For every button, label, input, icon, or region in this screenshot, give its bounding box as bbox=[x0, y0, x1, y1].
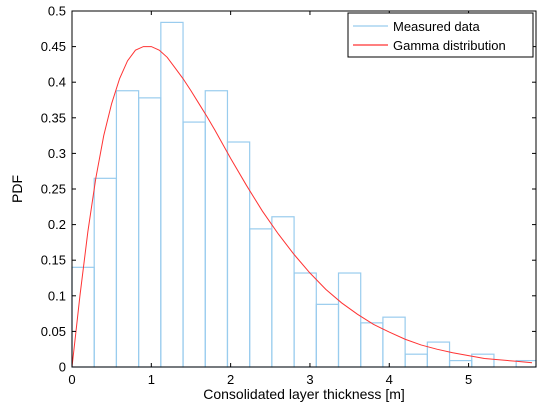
legend: Measured data Gamma distribution bbox=[347, 12, 534, 58]
plot-area bbox=[72, 11, 536, 367]
y-tick-label: 0.4 bbox=[48, 75, 66, 90]
y-tick-label: 0.1 bbox=[48, 288, 66, 303]
y-axis-label: PDF bbox=[9, 175, 25, 203]
y-tick-label: 0.15 bbox=[41, 253, 66, 268]
legend-box bbox=[347, 12, 534, 58]
legend-label: Gamma distribution bbox=[393, 38, 506, 53]
x-tick-label: 4 bbox=[386, 372, 393, 387]
x-tick-label: 2 bbox=[227, 372, 234, 387]
y-tick-label: 0.35 bbox=[41, 110, 66, 125]
legend-label: Measured data bbox=[393, 19, 480, 34]
gamma-curve-layer bbox=[71, 46, 533, 368]
y-tick-label: 0.2 bbox=[48, 217, 66, 232]
y-tick-label: 0.3 bbox=[48, 146, 66, 161]
x-tick-label: 0 bbox=[68, 372, 75, 387]
y-tick-label: 0.25 bbox=[41, 182, 66, 197]
y-tick-label: 0.5 bbox=[48, 4, 66, 19]
axis-ticks: 0 1 2 3 4 5 0 0.05 0.1 0.15 0.2 0.25 0.3 0.35 0.4 0.45 0… bbox=[41, 4, 536, 387]
y-tick-label: 0 bbox=[59, 360, 66, 375]
gamma-curve-line bbox=[71, 46, 533, 368]
x-axis-label: Consolidated layer thickness [m] bbox=[203, 386, 405, 402]
x-tick-label: 5 bbox=[465, 372, 472, 387]
y-tick-label: 0.45 bbox=[41, 39, 66, 54]
y-tick-label: 0.05 bbox=[41, 324, 66, 339]
x-tick-label: 1 bbox=[148, 372, 155, 387]
x-tick-label: 3 bbox=[306, 372, 313, 387]
